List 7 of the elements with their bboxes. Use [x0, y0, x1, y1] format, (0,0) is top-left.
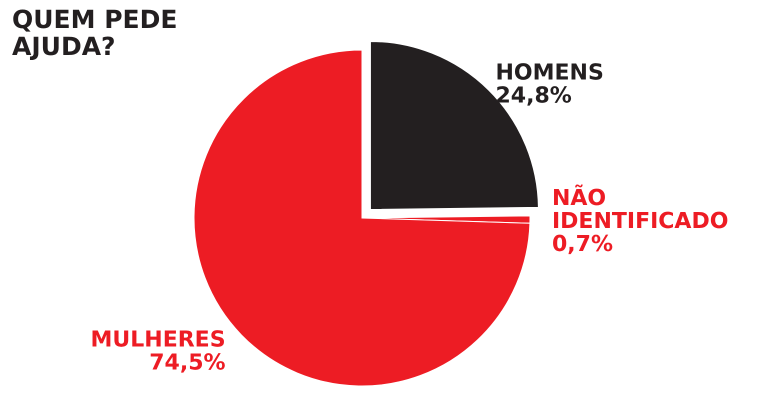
data-label: 74,5% [149, 350, 226, 376]
data-label: 24,8% [496, 83, 572, 108]
slice-label: MULHERES [90, 328, 226, 353]
slice-label: HOMENS [496, 60, 604, 86]
slice-label: NÃO IDENTIFICADO [552, 184, 728, 234]
chart-title: QUEM PEDE AJUDA? [12, 5, 178, 61]
data-label: 0,7% [552, 232, 614, 257]
